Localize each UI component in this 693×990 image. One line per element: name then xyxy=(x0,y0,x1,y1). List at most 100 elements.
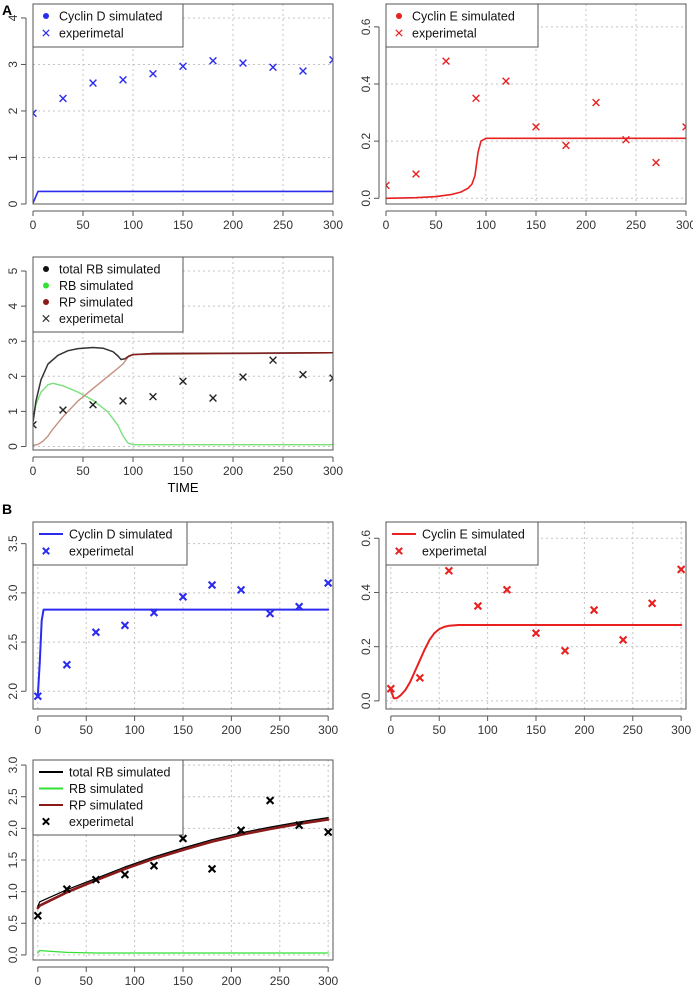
y-tick-label: 2.0 xyxy=(6,683,20,700)
data-point xyxy=(236,585,246,595)
x-tick-label: 200 xyxy=(221,974,241,988)
y-tick-label: 0 xyxy=(6,200,20,207)
data-point xyxy=(265,609,275,618)
data-point xyxy=(239,59,247,67)
x-tick-label: 100 xyxy=(123,464,143,478)
legend-box xyxy=(32,3,184,48)
legend-marker-cross xyxy=(42,29,50,37)
legend-marker-cross xyxy=(42,314,50,323)
x-tick-label: 100 xyxy=(125,723,145,737)
y-tick-label: 2.5 xyxy=(6,788,20,805)
data-point xyxy=(33,420,37,429)
x-tick-label: 250 xyxy=(270,974,290,988)
y-tick-label: 0.4 xyxy=(359,584,373,601)
x-tick-label: 150 xyxy=(173,218,193,232)
data-point xyxy=(412,170,420,178)
x-tick-label: 0 xyxy=(34,723,41,737)
data-point xyxy=(33,692,42,701)
data-point xyxy=(149,69,157,78)
y-tick-label: 0.0 xyxy=(359,692,373,709)
y-tick-label: 4 xyxy=(6,302,20,309)
legend-marker-dot xyxy=(43,266,49,272)
legend-marker-cross xyxy=(395,29,403,37)
data-point xyxy=(299,67,307,75)
x-tick-label: 150 xyxy=(526,723,546,737)
plot-area xyxy=(386,565,686,700)
y-tick-label: 1.5 xyxy=(6,851,20,868)
series-line xyxy=(386,137,686,200)
legend: total RB simulated RB simulated RP simulat… xyxy=(32,759,184,836)
legend-label: RB simulated xyxy=(69,782,143,796)
data-point xyxy=(209,56,217,65)
data-point xyxy=(265,796,275,805)
x-tick-label: 0 xyxy=(30,218,37,232)
y-tick-label: 0.0 xyxy=(359,190,373,207)
x-tick-label: 300 xyxy=(318,723,338,737)
data-point xyxy=(324,828,333,837)
y-tick-label: 2.5 xyxy=(6,633,20,650)
data-point xyxy=(618,635,628,645)
data-point xyxy=(329,374,333,382)
chart-a1: 0 50 100 150 200 250 300 0 1 2 3 4 Cyclin D simulate… xyxy=(6,3,343,232)
x-tick-label: 100 xyxy=(476,218,496,232)
data-point xyxy=(239,373,247,381)
data-point xyxy=(209,394,217,402)
y-tick-label: 1 xyxy=(6,154,20,161)
data-point xyxy=(62,884,72,894)
data-point xyxy=(652,158,660,167)
series-line xyxy=(124,352,333,360)
data-point xyxy=(59,94,67,103)
x-tick-label: 0 xyxy=(387,723,394,737)
legend-label: Cyclin E simulated xyxy=(412,10,515,24)
data-point xyxy=(62,660,72,669)
data-point xyxy=(178,592,188,601)
data-point xyxy=(179,62,187,71)
section-label-a: A xyxy=(2,2,12,18)
data-point xyxy=(294,602,304,611)
data-point xyxy=(33,911,42,920)
legend-box xyxy=(385,3,539,48)
y-tick-label: 4 xyxy=(6,14,20,21)
y-tick-label: 3 xyxy=(6,61,20,68)
x-tick-label: 300 xyxy=(318,974,338,988)
y-tick-label: 0.5 xyxy=(6,915,20,932)
series-line xyxy=(36,608,330,698)
data-point xyxy=(119,75,127,84)
section-label-b: B xyxy=(2,501,12,517)
plot-area xyxy=(33,346,333,447)
legend-label: experimetal xyxy=(69,815,134,829)
x-tick-label: 250 xyxy=(623,723,643,737)
data-point xyxy=(149,861,159,870)
x-tick-label: 100 xyxy=(123,218,143,232)
x-tick-label: 300 xyxy=(323,464,343,478)
x-tick-label: 50 xyxy=(433,723,447,737)
legend-marker-cross xyxy=(42,547,50,555)
data-point xyxy=(386,684,395,693)
legend-label: experimetal xyxy=(59,312,124,326)
data-point xyxy=(207,580,217,590)
data-point xyxy=(269,356,277,365)
x-tick-label: 250 xyxy=(270,723,290,737)
chart-b1: 0 50 100 150 200 250 300 2.0 2.5 3.0 3.5 Cyclin D s… xyxy=(6,521,338,737)
x-tick-label: 100 xyxy=(125,974,145,988)
data-point xyxy=(532,122,540,131)
x-tick-label: 50 xyxy=(80,974,94,988)
x-tick-label: 200 xyxy=(221,723,241,737)
legend-label: RP simulated xyxy=(59,296,133,310)
x-tick-label: 50 xyxy=(429,218,443,232)
legend-label: Cyclin E simulated xyxy=(422,528,525,542)
data-point xyxy=(444,566,454,575)
data-point xyxy=(324,578,333,588)
y-tick-label: 0.2 xyxy=(359,132,373,149)
chart-b2: 0 50 100 150 200 250 300 0.0 0.2 0.4 0.6 Cyclin E s… xyxy=(359,521,691,737)
plot-area xyxy=(33,578,333,701)
x-tick-label: 250 xyxy=(273,218,293,232)
legend-marker-dot xyxy=(43,282,49,289)
x-tick-label: 0 xyxy=(30,464,37,478)
x-tick-label: 150 xyxy=(173,723,193,737)
series-line xyxy=(37,949,329,954)
data-point xyxy=(560,646,570,655)
x-tick-label: 200 xyxy=(223,464,243,478)
legend: Cyclin D simulated experimetal xyxy=(32,521,188,566)
